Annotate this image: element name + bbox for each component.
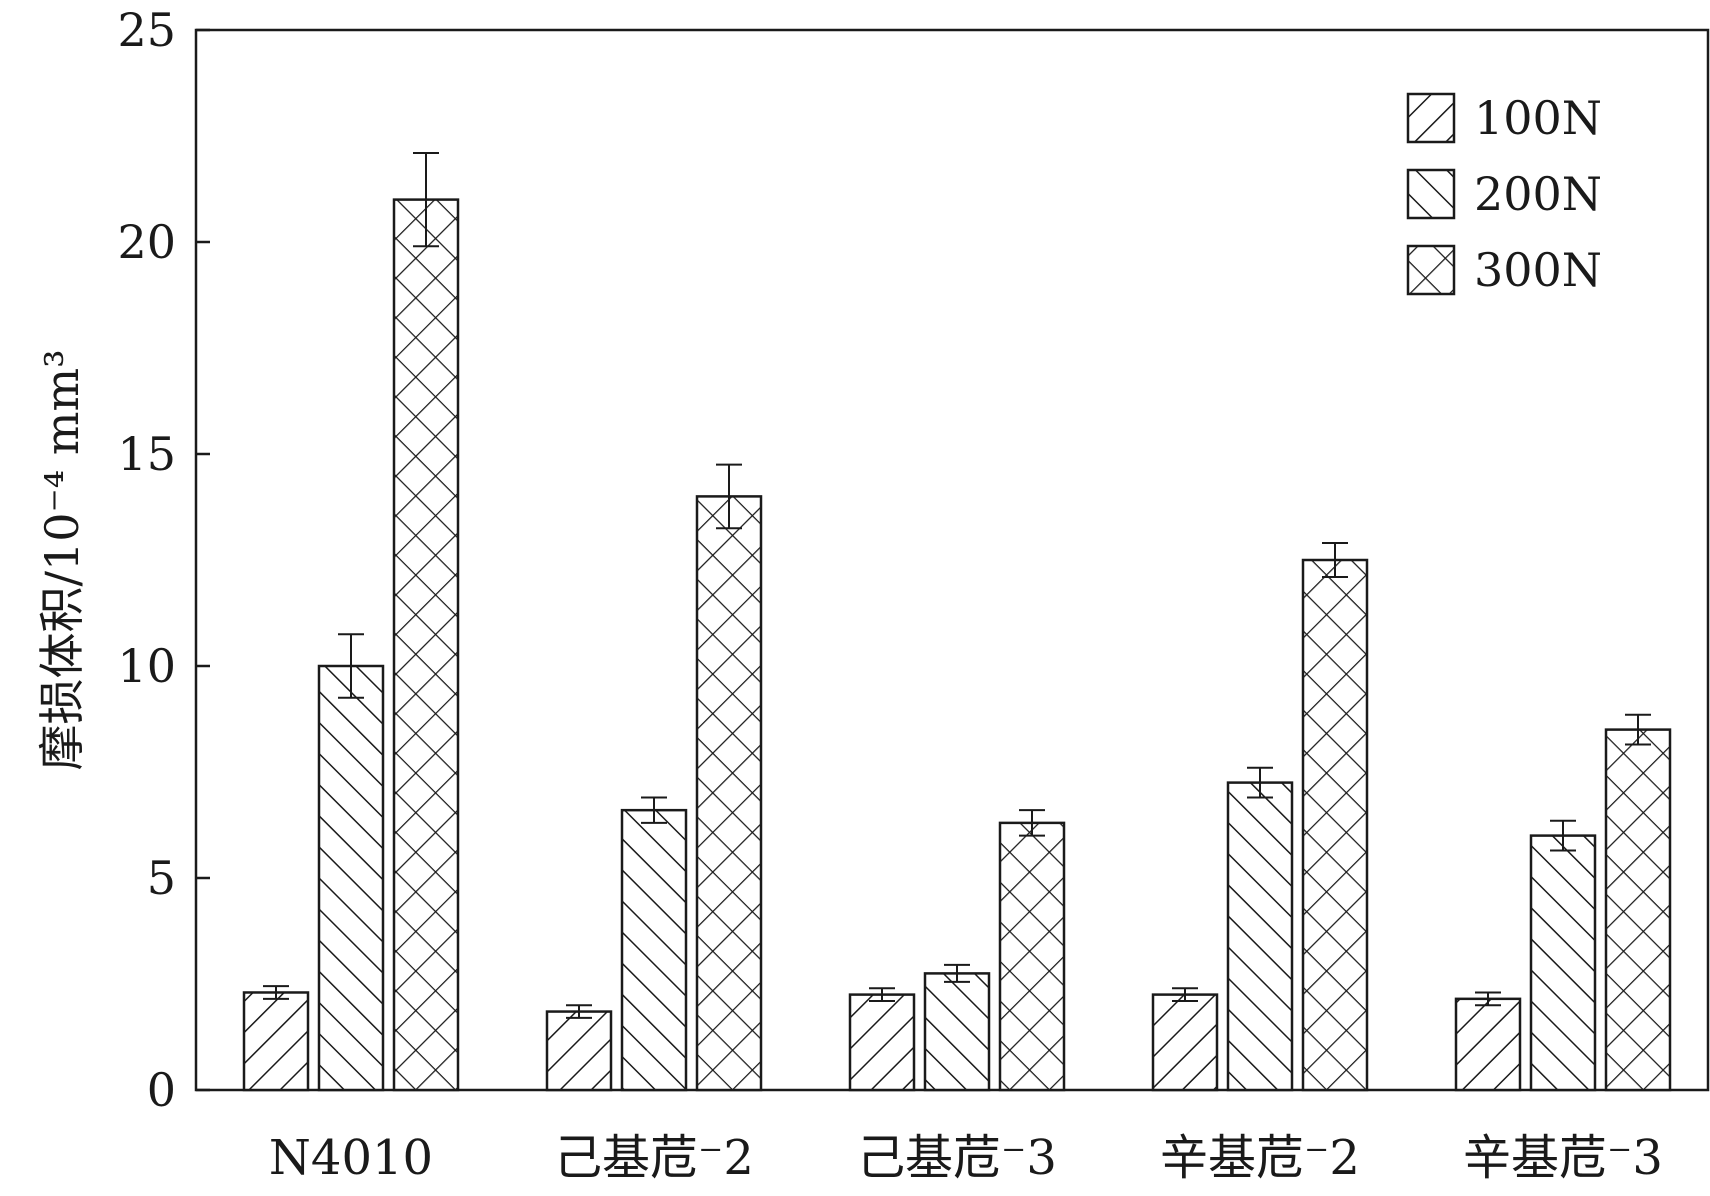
legend-label: 200N [1474,167,1602,221]
bars [242,198,1672,1092]
y-tick-label: 20 [117,215,176,269]
bar-300N [695,495,763,1092]
bar-200N [620,808,688,1092]
bar-300N [1301,558,1369,1092]
legend-swatch-100N [1406,92,1456,144]
bar-100N [848,993,916,1092]
bar-100N [1151,993,1219,1092]
x-category-label: N4010 [269,1130,433,1186]
x-category-label: 辛基苊⁻2 [1160,1130,1360,1186]
bar-200N [1529,834,1597,1092]
bar-300N [998,821,1066,1092]
bar-100N [1454,997,1522,1092]
bar-200N [317,664,385,1092]
x-category-label: 辛基苊⁻3 [1463,1130,1663,1186]
x-axis-labels: N4010 己基苊⁻2 己基苊⁻3 辛基苊⁻2 辛基苊⁻3 [269,1130,1663,1186]
y-tick-label: 0 [147,1063,176,1117]
bar-200N [923,972,991,1092]
x-category-label: 己基苊⁻2 [554,1130,754,1186]
legend-swatch-200N [1406,168,1456,220]
bar-300N [1604,728,1672,1092]
y-tick-label: 15 [117,427,176,481]
bar-100N [242,991,310,1092]
legend-label: 100N [1474,91,1602,145]
legend: 100N 200N 300N [1406,91,1602,297]
bar-100N [545,1010,613,1092]
legend-swatch-300N [1406,244,1456,296]
bar-200N [1226,781,1294,1092]
y-tick-label: 10 [117,639,176,693]
x-category-label: 己基苊⁻3 [857,1130,1057,1186]
legend-label: 300N [1474,243,1602,297]
y-tick-label: 5 [147,851,176,905]
y-axis-title: 摩损体积/10⁻⁴ mm³ [35,349,89,770]
y-axis-ticks: 0 5 10 15 20 25 [117,3,210,1117]
y-tick-label: 25 [117,3,176,57]
error-bars [263,151,1651,1019]
bar-300N [392,198,460,1092]
